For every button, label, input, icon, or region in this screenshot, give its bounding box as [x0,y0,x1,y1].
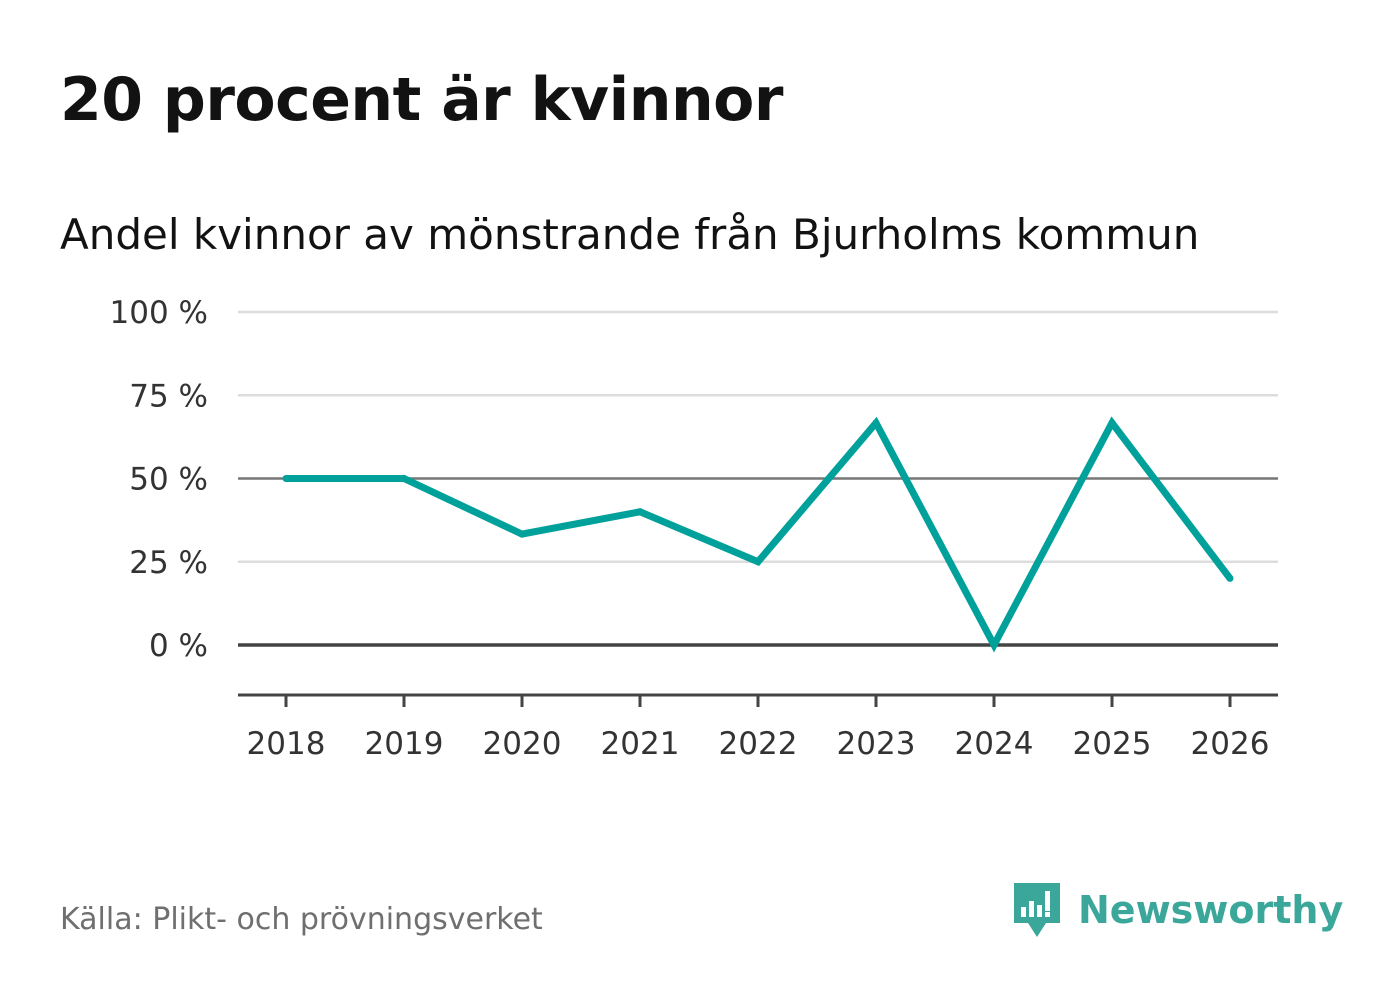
data-series [282,416,1234,653]
x-axis: 2018 2019 2020 2021 2022 2023 2024 2025 2026 [238,693,1278,762]
data-point [1108,419,1116,427]
y-tick-label: 100 % [110,295,208,331]
y-tick-label: 50 % [129,462,208,498]
x-tick-label: 2019 [365,726,444,762]
y-tick-label: 0 % [149,628,208,664]
x-tick-label: 2018 [247,726,326,762]
line-chart: 0 % 25 % 50 % 75 % 100 % 2018 2019 2020 2021 202… [110,295,1278,762]
brand-name: Newsworthy [1078,888,1344,932]
y-axis-labels: 0 % 25 % 50 % 75 % 100 % [110,295,208,664]
y-tick-label: 75 % [129,378,208,414]
data-point [990,641,998,649]
x-tick-label: 2025 [1073,726,1152,762]
data-point [1226,574,1234,582]
x-tick-label: 2026 [1191,726,1270,762]
x-tick-label: 2023 [837,726,916,762]
x-tick-label: 2024 [955,726,1034,762]
x-tick-label: 2022 [719,726,798,762]
series-line [286,416,1233,653]
chart-title: 20 procent är kvinnor [60,65,783,135]
x-tick-label: 2020 [483,726,562,762]
source-note: Källa: Plikt- och prövningsverket [60,902,543,937]
newsworthy-logo-icon [1014,883,1060,937]
brand-logo: Newsworthy [1010,878,1343,942]
data-point [518,530,526,538]
data-point [872,419,880,427]
data-point [754,558,762,566]
data-point [400,475,408,482]
x-tick-label: 2021 [601,726,680,762]
data-point [282,475,290,482]
data-point [636,508,644,516]
y-tick-label: 25 % [129,545,208,581]
chart-subtitle: Andel kvinnor av mönstrande från Bjurhol… [60,210,1200,259]
